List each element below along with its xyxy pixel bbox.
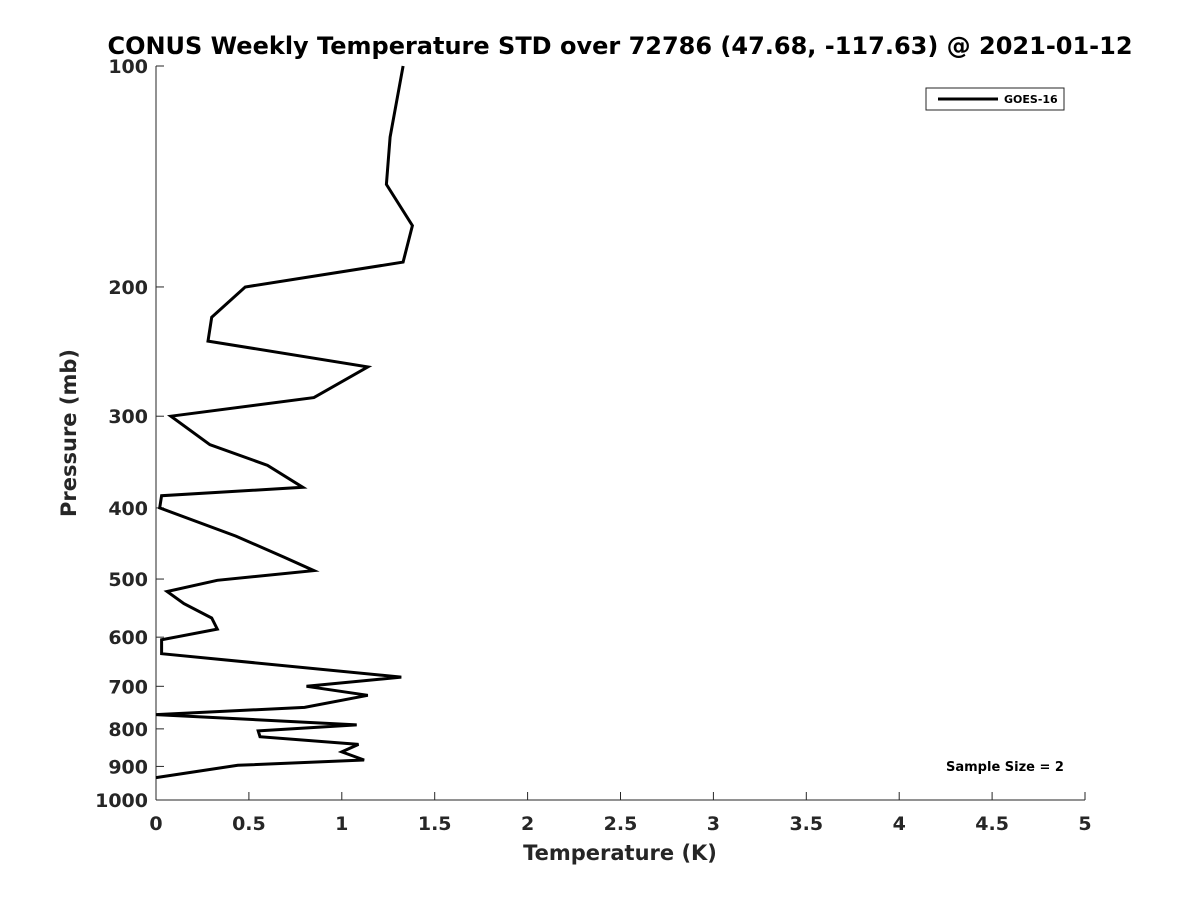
chart-title: CONUS Weekly Temperature STD over 72786 … [107, 32, 1132, 60]
x-tick-label: 0 [149, 813, 162, 835]
y-tick-label: 1000 [95, 790, 148, 812]
y-tick-label: 900 [108, 756, 148, 778]
sample-size-annotation: Sample Size = 2 [946, 760, 1064, 775]
x-tick-label: 3 [707, 813, 720, 835]
legend-entry-goes-16: GOES-16 [1004, 93, 1058, 106]
x-tick-label: 2 [521, 813, 534, 835]
x-tick-label: 4 [893, 813, 906, 835]
y-ticks: 100 200 300 400 500 600 700 800 900 1000 [95, 56, 164, 812]
y-tick-label: 100 [108, 56, 148, 78]
x-tick-label: 3.5 [789, 813, 823, 835]
y-tick-label: 700 [108, 676, 148, 698]
y-tick-label: 300 [108, 406, 148, 428]
axes [155, 66, 1085, 801]
y-tick-label: 500 [108, 569, 148, 591]
legend: GOES-16 [925, 87, 1065, 111]
x-ticks: 0 0.5 1 1.5 2 2.5 3 3.5 4 4.5 5 [149, 792, 1092, 835]
x-tick-label: 0.5 [232, 813, 266, 835]
y-tick-label: 600 [108, 627, 148, 649]
x-axis-label: Temperature (K) [523, 841, 717, 865]
series-line-goes-16 [155, 65, 415, 780]
x-tick-label: 5 [1078, 813, 1091, 835]
x-tick-label: 4.5 [975, 813, 1009, 835]
y-axis-label: Pressure (mb) [57, 349, 81, 517]
x-tick-label: 1 [335, 813, 348, 835]
y-tick-label: 200 [108, 277, 148, 299]
y-tick-label: 400 [108, 498, 148, 520]
x-tick-label: 1.5 [418, 813, 452, 835]
y-tick-label: 800 [108, 719, 148, 741]
x-tick-label: 2.5 [604, 813, 638, 835]
plot-area [155, 65, 415, 780]
